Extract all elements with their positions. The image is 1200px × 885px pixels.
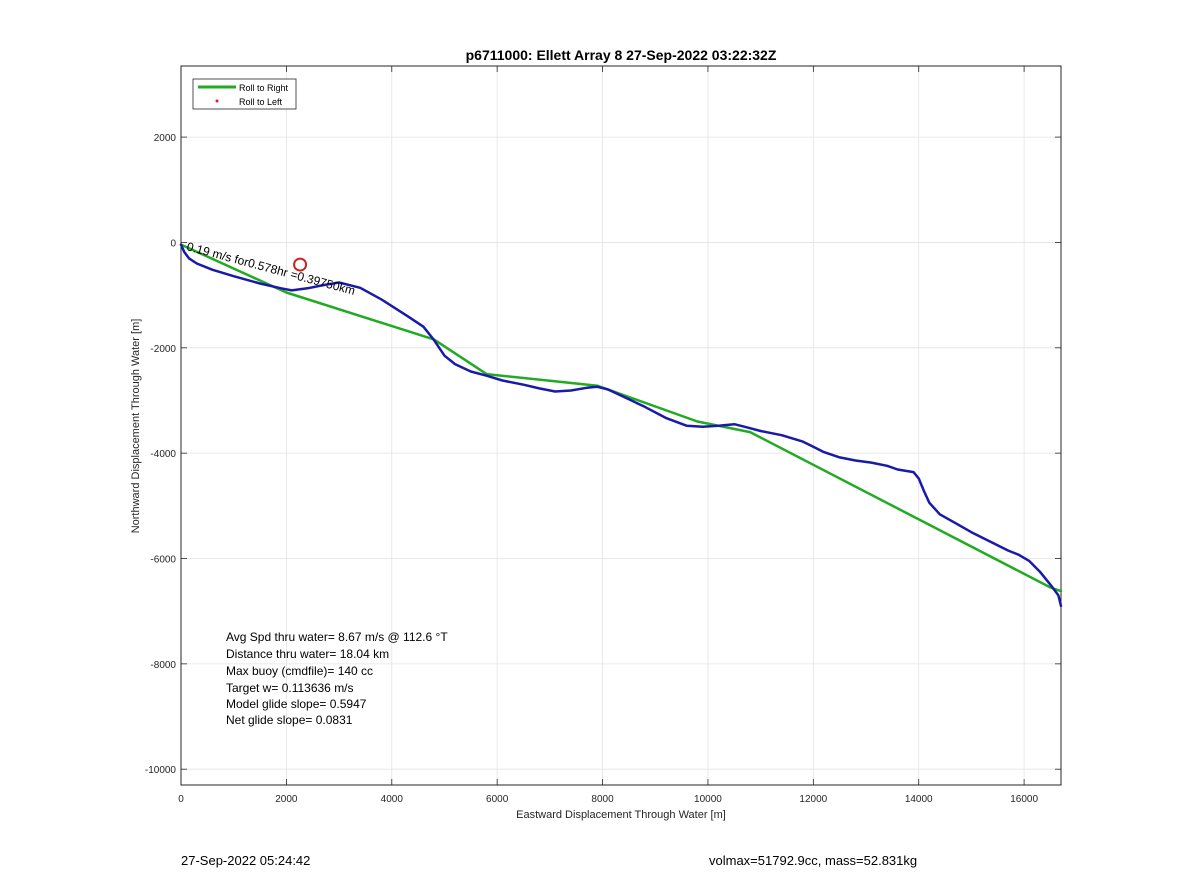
x-axis-label: Eastward Displacement Through Water [m] [516, 809, 726, 821]
x-tick-label: 4000 [381, 794, 404, 805]
footer-volmax-mass: volmax=51792.9cc, mass=52.831kg [709, 853, 918, 868]
annotation-max-buoy: Max buoy (cmdfile)= 140 cc [226, 664, 373, 678]
marks-layer [293, 257, 308, 272]
series-layer [179, 243, 1063, 608]
y-tick-label: 0 [170, 238, 176, 249]
annotation-target-w: Target w= 0.113636 m/s [226, 681, 354, 695]
x-tick-label: 10000 [694, 794, 722, 805]
x-tick-label: 2000 [275, 794, 298, 805]
legend-label-roll-right: Roll to Right [239, 83, 289, 93]
x-tick-label: 12000 [799, 794, 827, 805]
y-tick-label: -8000 [150, 660, 176, 671]
chart-title: p6711000: Ellett Array 8 27-Sep-2022 03:… [466, 47, 777, 63]
legend-label-roll-left: Roll to Left [239, 97, 283, 107]
x-tick-label: 16000 [1010, 794, 1038, 805]
y-axis-label: Northward Displacement Through Water [m] [130, 319, 142, 534]
annotation-model-glide: Model glide slope= 0.5947 [226, 697, 367, 711]
footer-timestamp: 27-Sep-2022 05:24:42 [181, 853, 311, 868]
y-tick-label: 2000 [154, 133, 177, 144]
annotation-net-glide: Net glide slope= 0.0831 [226, 713, 353, 727]
legend-dot-roll-left [215, 99, 219, 103]
legend: Roll to Right Roll to Left [192, 78, 297, 110]
x-tick-label: 8000 [591, 794, 614, 805]
stats-annotation: Avg Spd thru water= 8.67 m/s @ 112.6 °T … [226, 630, 448, 727]
x-tick-label: 14000 [905, 794, 933, 805]
y-tick-label: -6000 [150, 555, 176, 566]
annotation-distance: Distance thru water= 18.04 km [226, 647, 389, 661]
series-line-track [179, 243, 1063, 608]
x-tick-label: 0 [178, 794, 184, 805]
y-tick-label: -10000 [145, 765, 177, 776]
axis-ticks: 0 2000 4000 6000 8000 10000 12000 14000 16000 -10… [145, 66, 1061, 805]
y-tick-label: -4000 [150, 449, 176, 460]
axes-box [180, 65, 1062, 786]
target-circle-marker [293, 257, 308, 272]
x-tick-label: 6000 [486, 794, 509, 805]
y-tick-label: -2000 [150, 344, 176, 355]
annotation-avg-speed: Avg Spd thru water= 8.67 m/s @ 112.6 °T [226, 630, 448, 644]
legend-box [192, 78, 297, 110]
